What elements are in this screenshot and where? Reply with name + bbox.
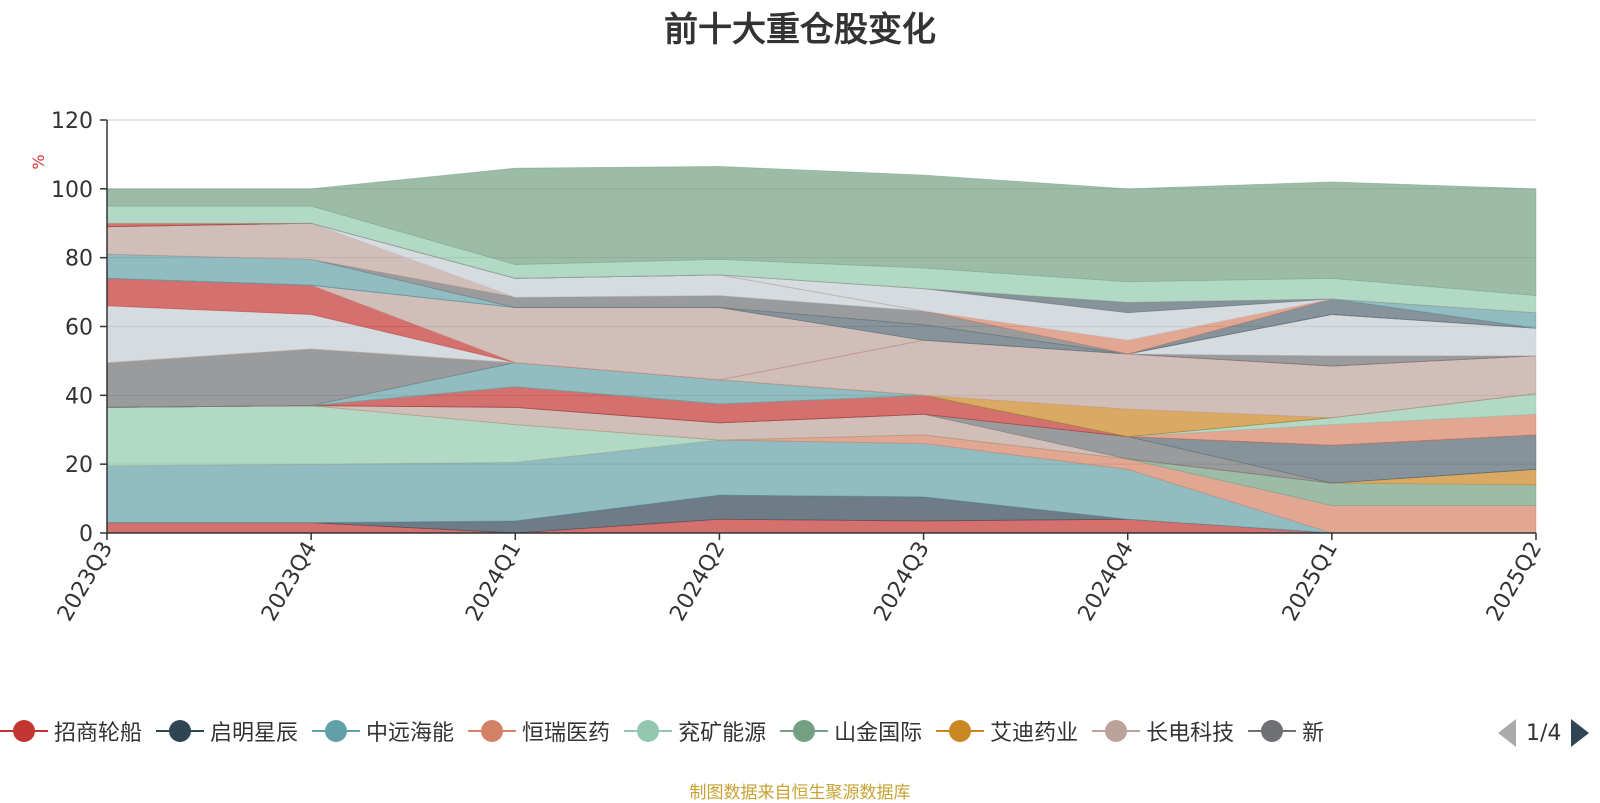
legend-item[interactable]: 长电科技: [1092, 715, 1234, 747]
legend-item[interactable]: 招商轮船: [0, 715, 142, 747]
legend-item[interactable]: 兖矿能源: [624, 715, 766, 747]
legend-label: 艾迪药业: [990, 721, 1079, 746]
x-tick-label: 2023Q3: [53, 538, 118, 626]
legend-label: 长电科技: [1146, 721, 1235, 746]
legend-marker-icon: [1092, 719, 1141, 743]
legend-marker-icon: [468, 719, 517, 743]
x-tick-label: 2024Q2: [665, 538, 730, 626]
y-tick-label: 20: [65, 453, 93, 478]
x-tick-label: 2024Q4: [1074, 538, 1139, 626]
y-tick-label: 80: [65, 247, 93, 272]
legend-pager: 1/4: [1498, 718, 1590, 748]
y-tick-label: 100: [51, 178, 93, 203]
y-tick-label: 120: [51, 109, 93, 134]
legend: 招商轮船 启明星辰 中远海能 恒瑞医药 兖矿能源 山金国际 艾迪药业 长电科技 新: [0, 715, 1490, 755]
legend-label: 招商轮船: [54, 721, 143, 746]
legend-label: 兖矿能源: [678, 721, 767, 746]
x-tick-label: 2024Q3: [869, 538, 934, 626]
y-axis-label: %: [29, 154, 48, 169]
legend-item[interactable]: 中远海能: [312, 715, 454, 747]
series-area: [106, 166, 1537, 296]
legend-marker-icon: [624, 719, 673, 743]
legend-marker-icon: [156, 719, 205, 743]
legend-marker-icon: [0, 719, 48, 743]
area-chart: 0 20 40 60 80 100 120 2023Q3 2023Q4 2024Q1 2024Q2 2…: [29, 109, 1547, 626]
pager-next-icon[interactable]: [1571, 719, 1590, 747]
legend-label: 中远海能: [366, 721, 455, 746]
legend-label: 山金国际: [834, 721, 923, 746]
legend-label: 恒瑞医药: [522, 721, 611, 746]
legend-marker-icon: [936, 719, 985, 743]
y-tick-label: 60: [65, 316, 93, 341]
legend-item[interactable]: 恒瑞医药: [468, 715, 610, 747]
x-tick-label: 2023Q4: [257, 538, 322, 626]
x-tick-label: 2024Q1: [461, 538, 526, 626]
chart-title: 前十大重仓股变化: [664, 10, 936, 50]
legend-item[interactable]: 山金国际: [780, 715, 922, 747]
legend-item[interactable]: 启明星辰: [156, 715, 298, 747]
x-tick-label: 2025Q1: [1278, 538, 1343, 626]
stacked-areas: [106, 166, 1537, 534]
y-tick-label: 40: [65, 384, 93, 409]
legend-marker-icon: [780, 719, 829, 743]
pager-text: 1/4: [1526, 720, 1562, 746]
source-footnote: 制图数据来自恒生聚源数据库: [689, 783, 911, 803]
legend-label: 新: [1302, 721, 1325, 746]
y-tick-label: 0: [79, 522, 93, 547]
legend-marker-icon: [312, 719, 361, 743]
pager-prev-icon[interactable]: [1498, 719, 1516, 747]
legend-marker-icon: [1248, 719, 1297, 743]
legend-label: 启明星辰: [210, 721, 299, 746]
x-tick-label: 2025Q2: [1482, 538, 1547, 626]
legend-item[interactable]: 艾迪药业: [936, 715, 1078, 747]
legend-item[interactable]: 新: [1248, 715, 1324, 747]
